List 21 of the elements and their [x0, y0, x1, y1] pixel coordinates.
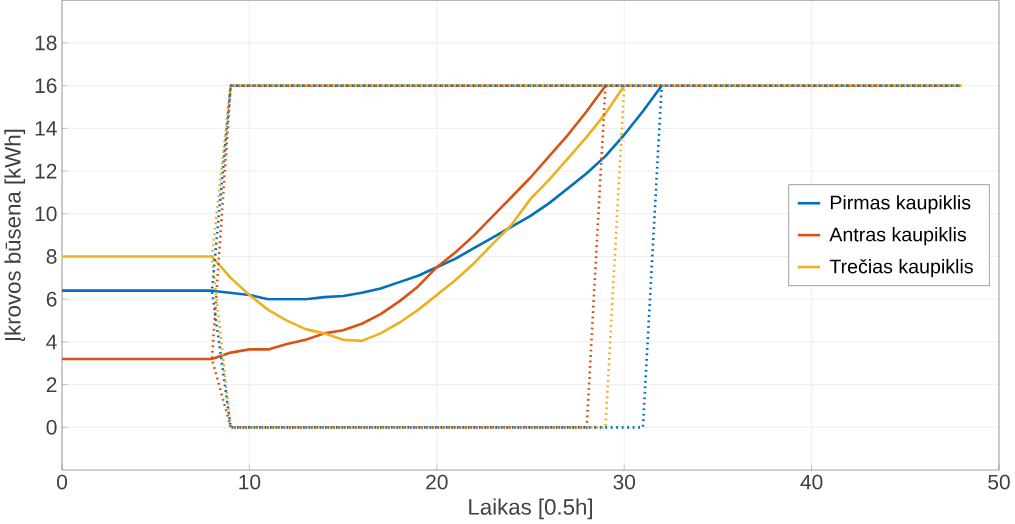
x-tick-label: 40 — [800, 474, 823, 490]
y-tick-label: 14 — [35, 121, 57, 136]
x-tick-label: 50 — [988, 474, 1010, 490]
legend-label: Pirmas kaupiklis — [830, 195, 971, 214]
y-tick-label: 16 — [35, 78, 57, 94]
y-axis-title: Įkrovos būsena [kWh] — [4, 130, 26, 342]
y-tick-label: 0 — [46, 420, 57, 435]
y-tick-label: 12 — [35, 163, 57, 179]
legend-label: Trečias kaupiklis — [829, 259, 973, 278]
y-tick-label: 6 — [46, 292, 57, 307]
x-tick-label: 20 — [426, 474, 448, 490]
x-tick-label: 10 — [239, 474, 261, 490]
y-tick-label: 8 — [46, 249, 57, 265]
x-axis-title: Laikas [0.5h] — [469, 498, 592, 520]
legend-label: Antras kaupiklis — [829, 227, 967, 246]
y-tick-label: 18 — [35, 35, 57, 51]
y-tick-label: 4 — [46, 334, 57, 350]
y-tick-label: 2 — [46, 377, 57, 393]
y-tick-label: 10 — [35, 206, 57, 222]
x-tick-label: 0 — [57, 474, 68, 490]
x-tick-label: 30 — [613, 474, 636, 490]
